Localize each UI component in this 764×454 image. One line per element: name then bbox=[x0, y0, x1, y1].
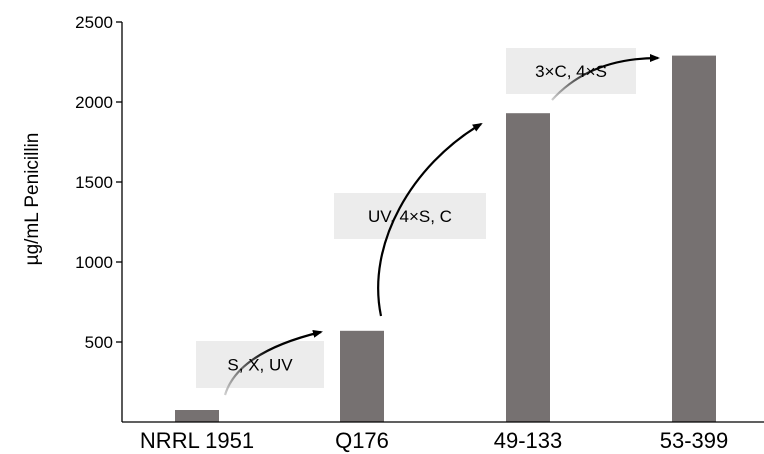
annotation-box bbox=[196, 341, 324, 388]
y-tick-label: 2500 bbox=[75, 13, 113, 32]
annotation-arrow bbox=[377, 122, 483, 317]
annotations: S, X, UV UV, 4×S, C 3×C, 4×S bbox=[196, 48, 660, 396]
annotation-label: UV, 4×S, C bbox=[368, 207, 452, 226]
y-tick-label: 2000 bbox=[75, 93, 113, 112]
annotation-box bbox=[506, 48, 636, 94]
bar-49-133 bbox=[506, 113, 550, 422]
bars-layer bbox=[175, 55, 716, 422]
annotation-label: 3×C, 4×S bbox=[535, 62, 607, 81]
x-tick-label: 53-399 bbox=[660, 428, 729, 453]
bar-53-399 bbox=[672, 55, 716, 422]
x-tick-label: NRRL 1951 bbox=[140, 428, 254, 453]
y-ticks: 500 1000 1500 2000 2500 bbox=[75, 13, 122, 352]
bar-q176 bbox=[340, 330, 384, 422]
x-tick-label: 49-133 bbox=[494, 428, 563, 453]
annotation-box bbox=[334, 193, 486, 239]
bar-nrrl-1951 bbox=[175, 410, 219, 422]
x-tick-labels: NRRL 1951 Q176 49-133 53-399 bbox=[140, 428, 728, 453]
annotation-arrow bbox=[223, 329, 323, 396]
annotation-label: S, X, UV bbox=[227, 356, 293, 375]
y-tick-label: 1000 bbox=[75, 253, 113, 272]
y-tick-label: 1500 bbox=[75, 173, 113, 192]
y-axis-label: µg/mL Penicillin bbox=[22, 133, 43, 266]
x-tick-label: Q176 bbox=[335, 428, 389, 453]
annotation-arrow bbox=[551, 54, 660, 101]
y-tick-label: 500 bbox=[85, 333, 113, 352]
